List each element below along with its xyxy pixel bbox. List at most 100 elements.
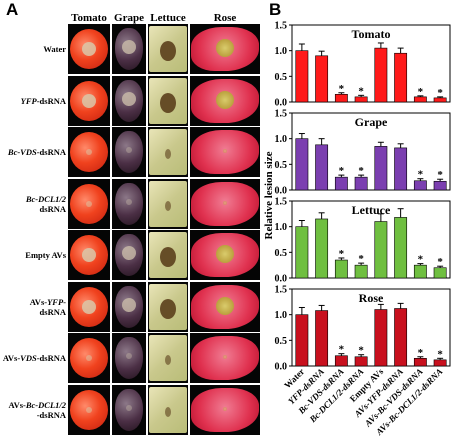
row-label-part: -dsRNA bbox=[36, 409, 66, 420]
row-label-7: AVs-VDS-dsRNA bbox=[2, 353, 66, 363]
photo-lettuce-row-3 bbox=[148, 127, 188, 177]
lesion bbox=[216, 245, 234, 263]
y-tick-label: 1.0 bbox=[275, 310, 288, 321]
significance-star: * bbox=[418, 169, 424, 181]
bar bbox=[295, 314, 309, 367]
photo-grape-row-5 bbox=[112, 230, 146, 280]
bar bbox=[413, 357, 427, 367]
grape-berry bbox=[115, 28, 143, 70]
grape-berry bbox=[115, 79, 143, 122]
bar bbox=[394, 308, 408, 367]
photo-lettuce-row-7 bbox=[148, 333, 188, 383]
photo-tomato-row-3 bbox=[68, 127, 110, 177]
y-tick-label: 0.0 bbox=[275, 274, 288, 285]
significance-star: * bbox=[418, 86, 424, 98]
significance-star: * bbox=[358, 165, 364, 177]
row-label-part: Bc-VDS bbox=[7, 147, 37, 157]
photo-grape-row-3 bbox=[112, 127, 146, 177]
lesion bbox=[216, 296, 234, 315]
grape-berry bbox=[115, 337, 143, 379]
column-header-lettuce: Lettuce bbox=[150, 12, 186, 24]
y-tick-label: 0.0 bbox=[275, 362, 288, 373]
row-label-2: YFP-dsRNA bbox=[2, 96, 66, 106]
photo-lettuce-row-6 bbox=[148, 281, 188, 332]
lesion bbox=[216, 39, 234, 57]
significance-star: * bbox=[358, 85, 364, 97]
rose-petal bbox=[191, 233, 259, 277]
panel-b-letter: B bbox=[269, 0, 282, 19]
panel-a-letter: A bbox=[6, 0, 19, 19]
photo-rose-row-8 bbox=[190, 384, 260, 435]
grape-berry bbox=[115, 285, 143, 328]
bar bbox=[354, 264, 368, 279]
photo-grid: Tomato Grape Lettuce Rose Water YFP-dsRNA Bc-V… bbox=[2, 12, 260, 435]
row-label-1: Water bbox=[2, 44, 66, 54]
tomato-fruit bbox=[70, 183, 108, 224]
row-label-part: - bbox=[63, 296, 66, 307]
tomato-fruit bbox=[70, 286, 108, 327]
significance-star: * bbox=[358, 345, 364, 357]
lesion bbox=[126, 198, 132, 205]
row-label-8: AVs-Bc-DCL1/2 -dsRNA bbox=[2, 400, 66, 420]
lesion bbox=[82, 248, 96, 262]
bar bbox=[354, 356, 368, 367]
lettuce-leaf bbox=[149, 232, 187, 278]
row-label-part: Bc-DCL1/2 bbox=[25, 193, 66, 204]
grape-berry bbox=[115, 182, 143, 225]
lesion bbox=[223, 406, 227, 411]
column-header-tomato: Tomato bbox=[71, 12, 107, 24]
photo-grape-row-6 bbox=[112, 281, 146, 332]
lesion bbox=[122, 91, 136, 106]
photo-lettuce-row-4 bbox=[148, 178, 188, 229]
lesion bbox=[122, 246, 136, 260]
bar bbox=[433, 267, 447, 279]
bar bbox=[394, 52, 408, 103]
bar bbox=[433, 180, 447, 191]
lesion bbox=[160, 41, 176, 61]
y-axis-label: Relative lesion size bbox=[263, 151, 275, 239]
bar bbox=[315, 55, 329, 103]
bar bbox=[334, 176, 348, 191]
bar bbox=[334, 355, 348, 367]
photo-tomato-row-8 bbox=[68, 384, 110, 435]
lesion bbox=[82, 299, 96, 314]
plot-frame bbox=[291, 24, 451, 103]
y-tick-label: 0.0 bbox=[275, 98, 288, 109]
y-tick-label: 0.5 bbox=[275, 336, 288, 347]
row-label-part: -dsRNA bbox=[36, 95, 66, 106]
photo-lettuce-row-8 bbox=[148, 384, 188, 435]
rose-petal bbox=[191, 181, 259, 226]
panel-title: Tomato bbox=[352, 27, 391, 41]
bar bbox=[334, 259, 348, 279]
row-label-part: dsRNA bbox=[39, 306, 66, 317]
photo-grape-row-7 bbox=[112, 333, 146, 383]
rose-petal bbox=[191, 27, 259, 71]
lesion bbox=[223, 149, 227, 153]
rose-petal bbox=[191, 284, 259, 329]
lettuce-leaf bbox=[149, 26, 187, 72]
photo-rose-row-3 bbox=[190, 127, 260, 177]
grape-berry bbox=[115, 131, 143, 173]
y-tick-label: 0.5 bbox=[275, 72, 288, 83]
significance-star: * bbox=[437, 348, 443, 360]
y-tick-label: 1.5 bbox=[275, 109, 288, 120]
panel-title: Rose bbox=[359, 291, 384, 305]
row-label-6: AVs-YFP-dsRNA bbox=[2, 297, 66, 317]
lesion bbox=[165, 355, 171, 365]
lesion bbox=[126, 404, 132, 411]
row-label-part: AVs- bbox=[8, 399, 26, 410]
y-tick-label: 1.5 bbox=[275, 285, 288, 296]
row-label-part: VDS bbox=[20, 353, 37, 363]
lettuce-leaf bbox=[149, 283, 187, 330]
lesion bbox=[126, 353, 132, 359]
photo-lettuce-row-5 bbox=[148, 230, 188, 280]
lettuce-leaf bbox=[149, 180, 187, 227]
lesion bbox=[126, 147, 132, 153]
photo-rose-row-2 bbox=[190, 75, 260, 126]
lesion bbox=[86, 406, 92, 413]
rose-petal bbox=[191, 336, 259, 380]
row-label-part: YFP bbox=[47, 296, 64, 307]
grape-berry bbox=[115, 388, 143, 431]
lettuce-leaf bbox=[149, 129, 187, 175]
y-tick-label: 0.0 bbox=[275, 186, 288, 197]
